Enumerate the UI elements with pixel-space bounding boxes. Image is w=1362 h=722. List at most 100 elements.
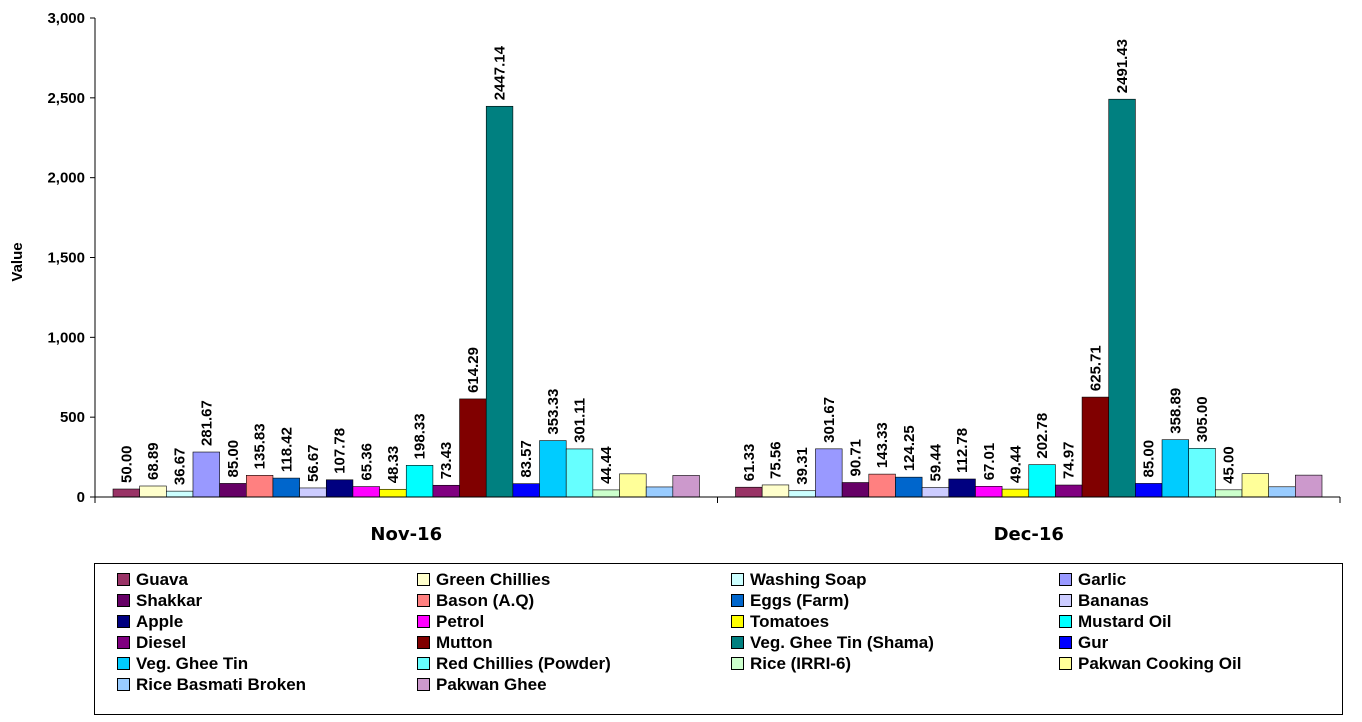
bar (1268, 486, 1296, 498)
legend-item: Pakwan Ghee (417, 675, 547, 694)
legend-item: Green Chillies (417, 570, 550, 589)
legend-swatch (417, 657, 430, 670)
legend-swatch (1059, 636, 1072, 649)
y-axis: 0 500 1,000 1,500 2,000 2,500 3,000 (47, 10, 96, 506)
bar (485, 105, 514, 498)
bar (1241, 473, 1269, 498)
legend-item: Bason (A.Q) (417, 591, 534, 610)
legend-item: Rice (IRRI-6) (731, 654, 851, 673)
legend-swatch (417, 615, 430, 628)
data-label: 135.83 (252, 423, 269, 469)
category-label: Nov-16 (370, 524, 442, 545)
bar (921, 487, 950, 498)
legend-item: Mutton (417, 633, 493, 652)
bar (1001, 488, 1030, 498)
data-label: 83.57 (518, 440, 535, 478)
legend-label: Apple (136, 611, 184, 631)
legend-item: Shakkar (117, 591, 202, 610)
bar (405, 465, 434, 498)
legend-swatch (731, 657, 744, 670)
y-tick-label: 1,500 (47, 250, 85, 267)
data-labels: 50.00 68.89 36.67 281.67 85.00 135.83 118.42 56… (118, 39, 1237, 485)
data-label: 202.78 (1034, 413, 1051, 459)
legend-swatch (117, 657, 130, 670)
legend-swatch (1059, 657, 1072, 670)
legend-item: Apple (117, 612, 183, 631)
legend-label: Eggs (Farm) (750, 590, 850, 610)
legend-swatch (731, 573, 744, 586)
bar (299, 487, 327, 498)
legend-swatch (417, 573, 430, 586)
y-tick-label: 3,000 (47, 10, 85, 27)
data-label: 301.11 (572, 398, 589, 443)
bar (975, 486, 1003, 498)
bar (272, 477, 300, 498)
legend-item: Bananas (1059, 591, 1149, 610)
legend-item: Washing Soap (731, 570, 867, 589)
legend-swatch (417, 594, 430, 607)
data-label: 353.33 (545, 389, 562, 435)
legend-label: Pakwan Cooking Oil (1078, 653, 1242, 673)
legend-item: Rice Basmati Broken (117, 675, 306, 694)
bar (592, 489, 620, 498)
bar (1295, 474, 1323, 498)
bar (459, 398, 487, 498)
data-label: 65.36 (358, 443, 375, 481)
bar (539, 440, 567, 498)
data-label: 75.56 (767, 441, 784, 479)
legend-swatch (731, 615, 744, 628)
legend-swatch (417, 678, 430, 691)
legend-label: Rice Basmati Broken (136, 674, 307, 694)
legend-swatch (117, 573, 130, 586)
data-label: 85.00 (225, 440, 242, 478)
bar (512, 483, 540, 498)
bar (432, 484, 460, 498)
bar (166, 490, 194, 498)
bar (645, 486, 674, 498)
legend-swatch (731, 594, 744, 607)
data-label: 90.71 (847, 439, 864, 477)
bar (1028, 464, 1056, 498)
data-label: 67.01 (981, 443, 998, 481)
legend-label: Guava (136, 569, 188, 589)
data-label: 124.25 (901, 425, 918, 471)
y-tick-label: 1,000 (47, 329, 85, 346)
legend-item: Eggs (Farm) (731, 591, 849, 610)
data-label: 112.78 (954, 428, 971, 473)
legend-label: Bason (A.Q) (436, 590, 535, 610)
data-label: 614.29 (465, 347, 482, 393)
bar (672, 475, 700, 498)
legend-swatch (117, 636, 130, 649)
legend-label: Garlic (1078, 569, 1127, 589)
bar (192, 451, 220, 498)
legend-label: Veg. Ghee Tin (136, 653, 249, 673)
bars (112, 98, 1323, 498)
bar (761, 484, 790, 498)
bar (1081, 396, 1110, 498)
bar (948, 478, 976, 498)
legend-label: Veg. Ghee Tin (Shama) (750, 632, 934, 652)
legend-label: Bananas (1078, 590, 1149, 610)
data-label: 74.97 (1061, 441, 1078, 479)
category-label: Dec-16 (994, 524, 1064, 545)
data-label: 50.00 (118, 445, 135, 483)
y-tick-label: 2,000 (47, 170, 85, 187)
legend-item: Veg. Ghee Tin (117, 654, 248, 673)
legend-label: Pakwan Ghee (436, 674, 547, 694)
bar (325, 479, 354, 498)
legend-item: Red Chillies (Powder) (417, 654, 611, 673)
bar (868, 473, 896, 498)
legend-label: Mutton (436, 632, 493, 652)
bar (219, 483, 247, 498)
data-label: 143.33 (874, 422, 891, 468)
data-label: 301.67 (821, 397, 838, 443)
bar (788, 490, 816, 498)
legend-swatch (1059, 594, 1072, 607)
bar (112, 488, 140, 498)
bar (139, 485, 167, 498)
data-label: 2447.14 (492, 45, 509, 100)
y-axis-title: Value (9, 242, 26, 281)
data-label: 73.43 (438, 442, 455, 480)
data-label: 358.89 (1167, 388, 1184, 434)
data-label: 2491.43 (1114, 39, 1131, 93)
